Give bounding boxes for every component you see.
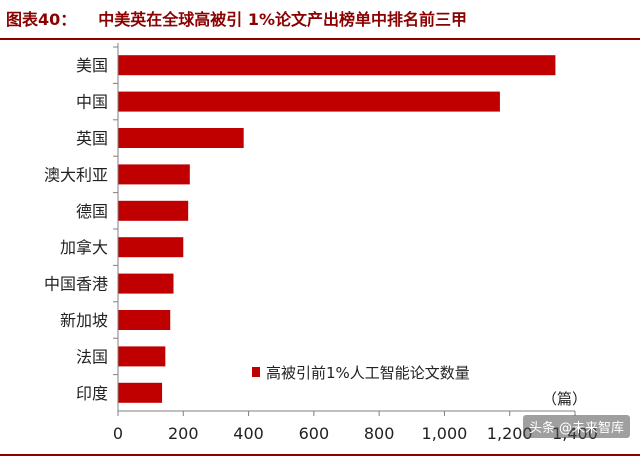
figure-title: 中美英在全球高被引 1%论文产出榜单中排名前三甲 xyxy=(98,10,468,29)
x-tick-label: 400 xyxy=(233,424,264,443)
bottom-rule xyxy=(0,454,640,456)
legend: 高被引前1%人工智能论文数量 xyxy=(252,364,470,382)
legend-label: 高被引前1%人工智能论文数量 xyxy=(266,364,470,382)
bar-9 xyxy=(118,346,166,367)
bar-6 xyxy=(118,237,184,258)
bar-5 xyxy=(118,200,189,221)
bar-10 xyxy=(118,382,163,403)
bar-3 xyxy=(118,128,244,148)
x-tick-label: 1,000 xyxy=(422,424,468,443)
bar-4 xyxy=(118,164,190,185)
y-tick-label: 加拿大 xyxy=(60,238,108,257)
figure-label: 图表40： xyxy=(6,10,77,29)
bar-1 xyxy=(118,55,556,76)
watermark: 头条 @未来智库 xyxy=(522,415,630,438)
unit-label: （篇） xyxy=(542,390,587,408)
y-tick-label: 美国 xyxy=(76,56,108,75)
y-tick-label: 德国 xyxy=(76,202,108,221)
title-rule xyxy=(0,38,640,40)
bars-group xyxy=(118,55,556,403)
y-tick-label: 印度 xyxy=(76,384,108,403)
x-tick-label: 200 xyxy=(168,424,199,443)
title-bar: 图表40： 中美英在全球高被引 1%论文产出榜单中排名前三甲 xyxy=(0,0,640,36)
legend-swatch xyxy=(252,367,260,377)
x-tick-label: 1,200 xyxy=(487,424,533,443)
y-tick-label: 中国 xyxy=(76,93,108,112)
bar-2 xyxy=(118,91,500,112)
y-tick-label: 中国香港 xyxy=(44,275,108,294)
bar-8 xyxy=(118,310,171,330)
x-tick-label: 0 xyxy=(113,424,123,443)
y-tick-label: 澳大利亚 xyxy=(44,165,108,184)
bar-7 xyxy=(118,273,174,294)
y-tick-label: 法国 xyxy=(76,347,108,366)
x-tick-label: 800 xyxy=(364,424,395,443)
x-tick-label: 600 xyxy=(299,424,330,443)
y-tick-label: 新加坡 xyxy=(60,311,108,330)
y-tick-label: 英国 xyxy=(76,129,108,148)
